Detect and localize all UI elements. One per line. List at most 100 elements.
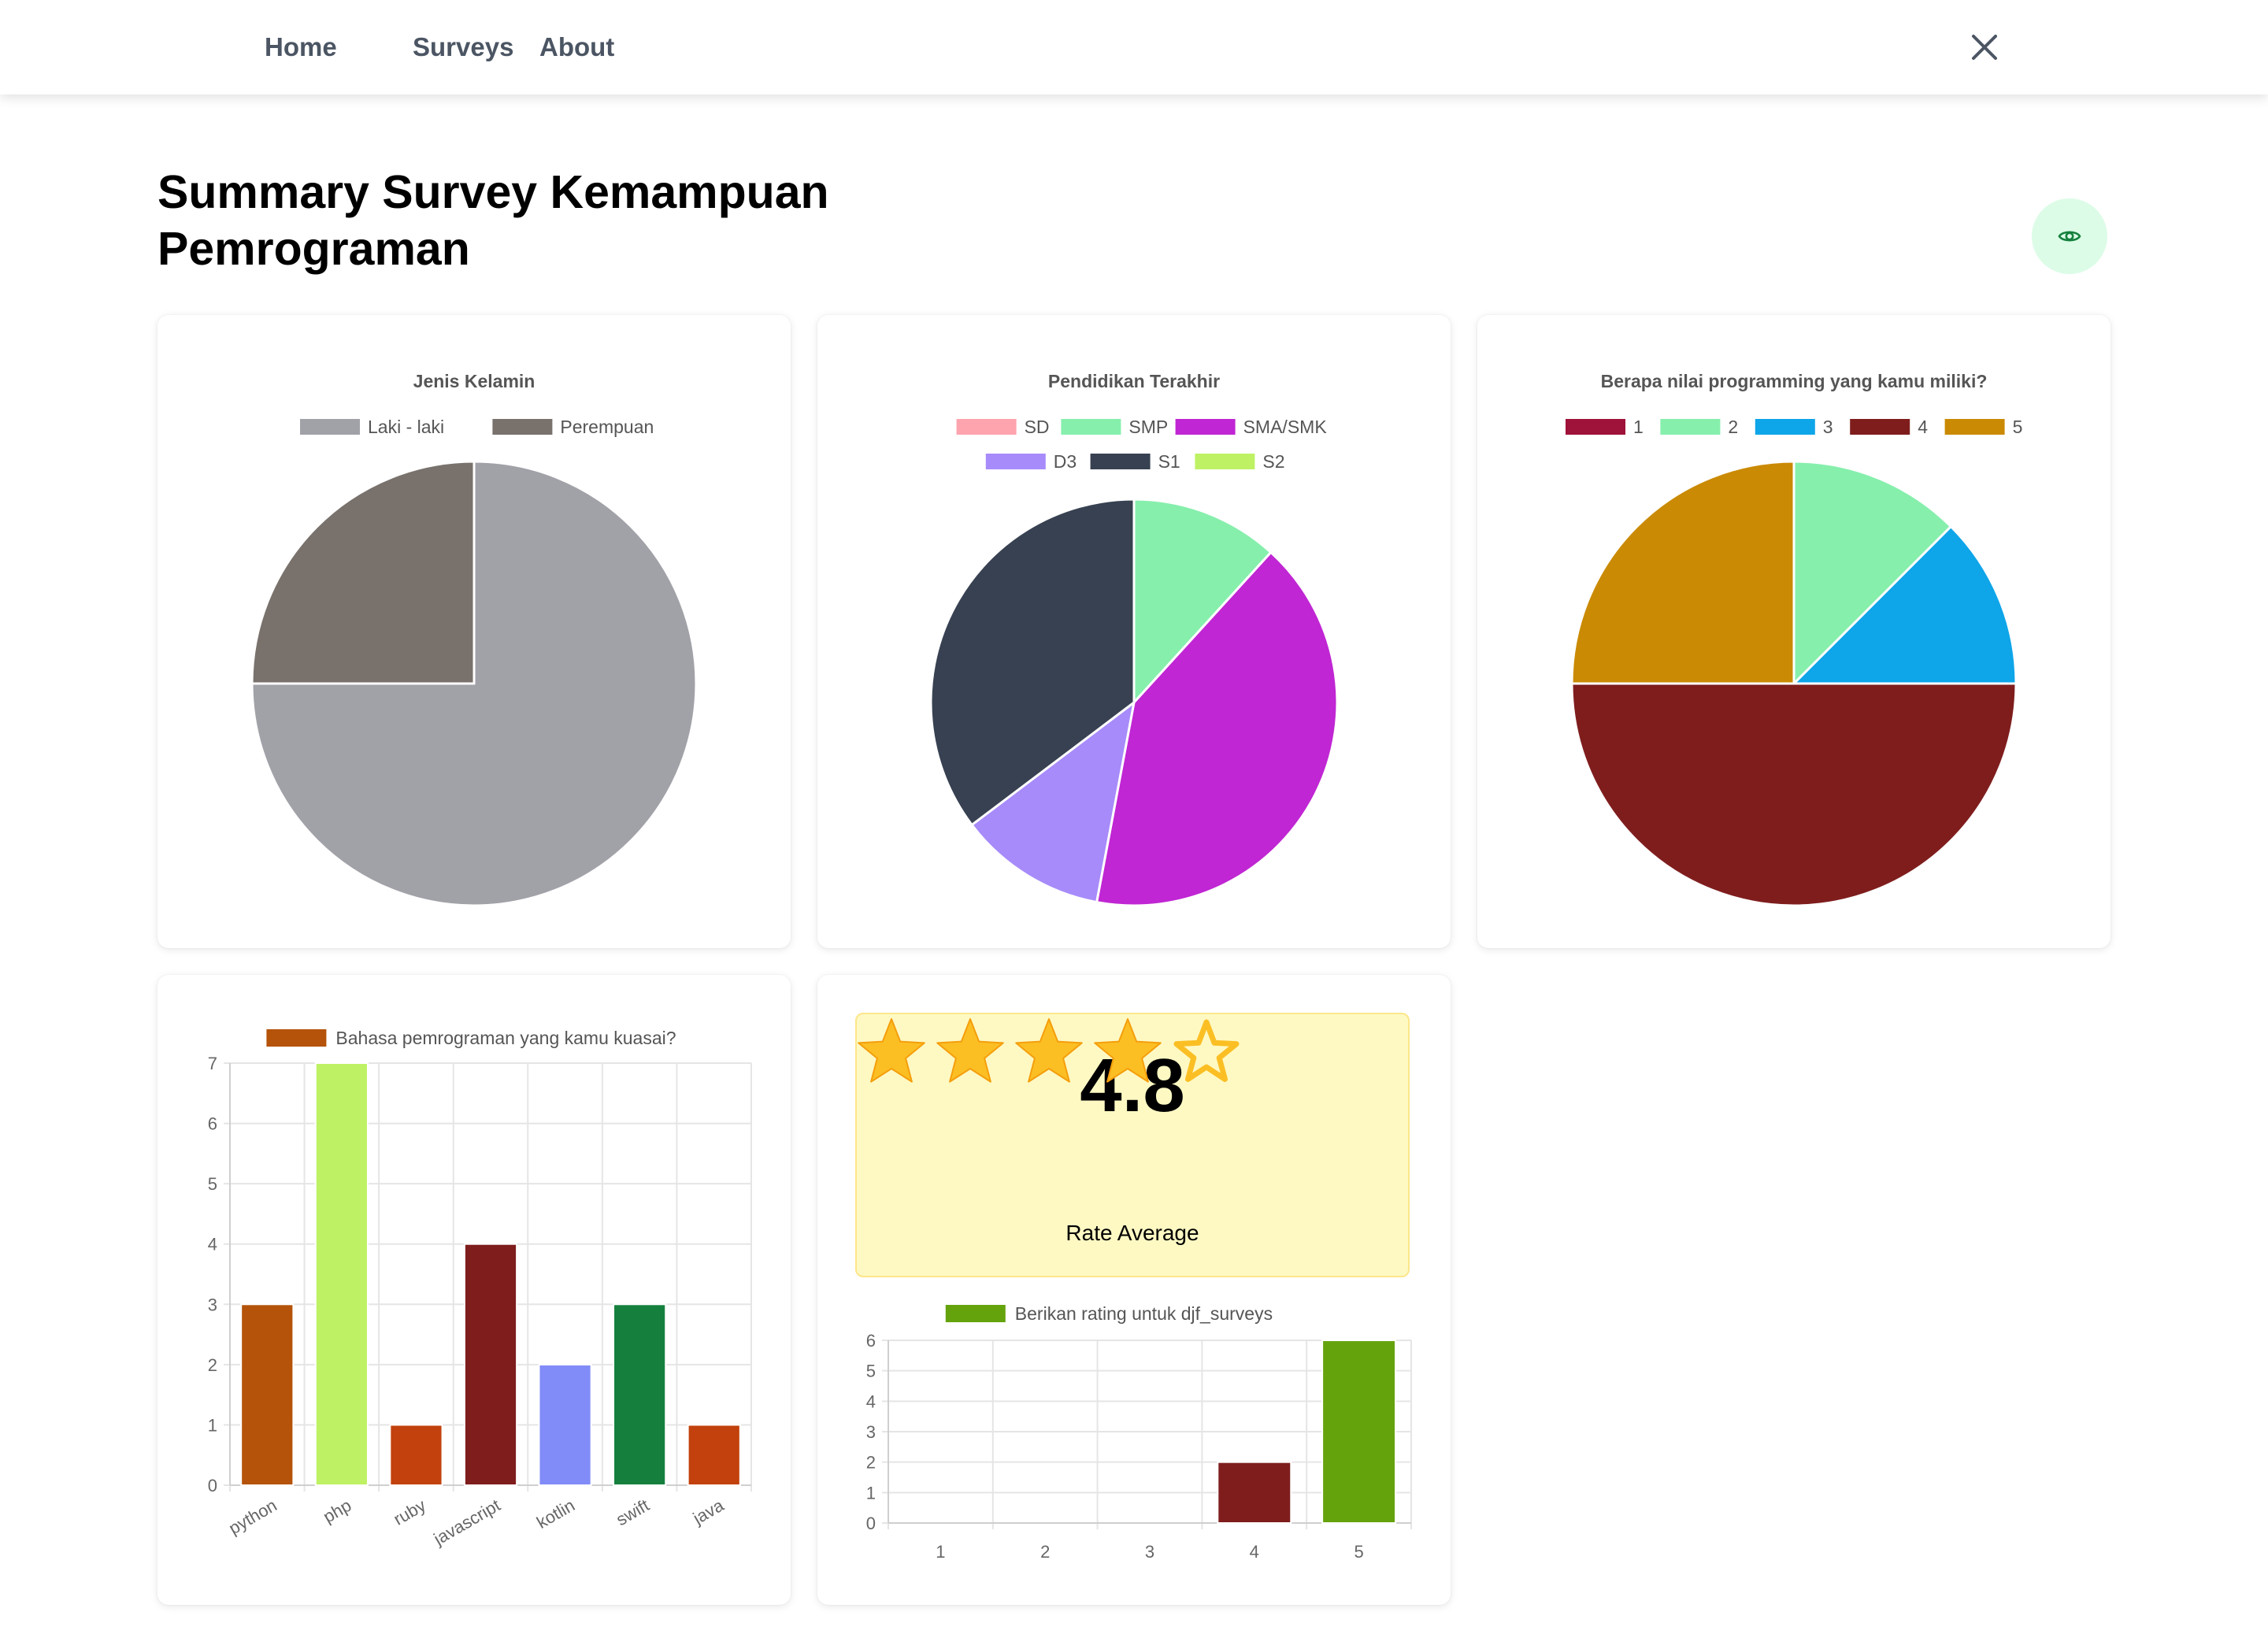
chart-card-gender: Jenis Kelamin Laki - laki Perempuan	[158, 315, 791, 948]
chart-card-programming-score: Berapa nilai programming yang kamu milik…	[1477, 315, 2110, 948]
bar-4	[1217, 1461, 1292, 1525]
legend-swatch-laki-laki	[300, 419, 360, 435]
bar-chart-languages: Bahasa pemrograman yang kamu kuasai? 0 1 2 3…	[208, 1028, 752, 1549]
legend-label-s2: S2	[1262, 451, 1284, 472]
pie-slice-sma-smk	[1095, 550, 1339, 907]
y-tick-label: 3	[208, 1295, 217, 1314]
legend-swatch-smp	[1061, 419, 1121, 435]
x-tick-label-1: 1	[936, 1542, 945, 1562]
legend-label-perempuan: Perempuan	[560, 417, 654, 437]
pie-slice-laki-laki	[250, 460, 698, 907]
star-filled-icon	[936, 1018, 1004, 1083]
navbar: Home Surveys About	[0, 0, 2268, 94]
legend-label-2: 2	[1728, 417, 1738, 437]
legend-label-smp: SMP	[1128, 417, 1168, 437]
x-tick-label-2: 2	[1040, 1542, 1050, 1562]
nav-surveys-link[interactable]: Surveys	[413, 32, 514, 61]
y-tick-label: 6	[208, 1114, 217, 1134]
pie-slice-smp	[1132, 498, 1273, 704]
page-title-line1: Summary Survey Kemampuan	[158, 166, 829, 218]
legend-swatch	[266, 1029, 327, 1047]
legend-swatch-perempuan	[492, 419, 553, 435]
y-tick-label: 3	[866, 1422, 876, 1442]
legend-label-1: 1	[1633, 417, 1644, 437]
y-tick-label: 2	[208, 1355, 217, 1375]
legend-swatch-2	[1660, 419, 1721, 435]
bar-swift	[613, 1303, 667, 1486]
legend-label-laki-laki: Laki - laki	[368, 417, 444, 437]
star-filled-icon	[858, 1018, 925, 1083]
legend-swatch-d3	[985, 454, 1046, 469]
legend-swatch-s1	[1090, 454, 1151, 469]
legend-label-d3: D3	[1054, 451, 1077, 472]
y-tick-label: 0	[866, 1514, 876, 1533]
x-tick-label-4: 4	[1250, 1542, 1259, 1562]
x-tick-label-php: php	[320, 1495, 354, 1527]
bar-ruby	[389, 1424, 443, 1487]
legend-label-sd: SD	[1025, 417, 1050, 437]
bar-php	[314, 1062, 369, 1486]
legend-swatch-1	[1566, 419, 1625, 435]
view-button[interactable]	[2032, 198, 2107, 274]
legend-swatch-3	[1755, 419, 1815, 435]
bar-5	[1321, 1340, 1397, 1524]
star-empty-icon	[1173, 1019, 1240, 1082]
bar-kotlin	[538, 1363, 592, 1486]
rating-summary: 4.8 Rate Average	[855, 1013, 1410, 1277]
y-tick-label: 4	[866, 1392, 876, 1411]
pie-chart-gender: Jenis Kelamin Laki - laki Perempuan	[250, 371, 698, 907]
legend-swatch-sma-smk	[1175, 419, 1236, 435]
pie-slice-5	[1570, 460, 1796, 685]
legend-label-3: 3	[1823, 417, 1833, 437]
legend-label-5: 5	[2013, 417, 2023, 437]
x-tick-label-3: 3	[1145, 1542, 1154, 1562]
bar-chart-rating: Berikan rating untuk djf_surveys 0 1 2 3 4 5 6 1…	[866, 1303, 1412, 1562]
chart-card-languages: Bahasa pemrograman yang kamu kuasai? 0 1 2 3…	[158, 975, 791, 1605]
legend-swatch-s2	[1195, 454, 1255, 469]
page-title: Summary Survey Kemampuan Pemrograman	[158, 164, 945, 277]
x-tick-label-kotlin: kotlin	[533, 1495, 578, 1532]
close-icon[interactable]	[1967, 30, 2002, 65]
y-tick-label: 2	[866, 1453, 876, 1473]
star-rating	[858, 1018, 1240, 1083]
legend-label-4: 4	[1918, 417, 1928, 437]
nav-about-link[interactable]: About	[539, 32, 615, 61]
pie-slice-s1	[929, 498, 1136, 826]
legend-swatch	[945, 1305, 1006, 1322]
pie-slice-3	[1792, 525, 2018, 685]
y-tick-label: 0	[208, 1476, 217, 1495]
chart-title: Pendidikan Terakhir	[1048, 371, 1220, 391]
pie-slice-perempuan	[250, 460, 476, 685]
rating-label: Rate Average	[1065, 1221, 1199, 1245]
legend-swatch-sd	[956, 419, 1017, 435]
chart-card-rating: 4.8 Rate Average Berikan rating untuk dj…	[817, 975, 1451, 1605]
x-tick-label-swift: swift	[613, 1495, 653, 1530]
bar-java	[687, 1424, 741, 1487]
y-tick-label: 1	[208, 1415, 217, 1435]
x-tick-label-5: 5	[1354, 1542, 1363, 1562]
page-title-line2: Pemrograman	[158, 223, 470, 275]
legend-label-sma-smk: SMA/SMK	[1243, 417, 1328, 437]
eye-icon	[2058, 231, 2081, 242]
x-tick-label-ruby: ruby	[390, 1495, 429, 1529]
chart-title: Berapa nilai programming yang kamu milik…	[1601, 371, 1988, 391]
legend-label: Berikan rating untuk djf_surveys	[1015, 1303, 1273, 1324]
legend-swatch-5	[1944, 419, 2005, 435]
legend-swatch-4	[1850, 419, 1910, 435]
nav-home-link[interactable]: Home	[265, 32, 337, 61]
legend-label: Bahasa pemrograman yang kamu kuasai?	[335, 1028, 676, 1048]
pie-slice-2	[1792, 460, 1952, 685]
star-filled-icon	[1015, 1018, 1083, 1083]
chart-card-education: Pendidikan Terakhir SD SMP SMA/SMK D3 S1 S2	[817, 315, 1451, 948]
y-tick-label: 4	[208, 1235, 217, 1254]
chart-title: Jenis Kelamin	[413, 371, 536, 391]
bar-python	[240, 1303, 295, 1486]
y-tick-label: 6	[866, 1331, 876, 1351]
pie-chart-education: Pendidikan Terakhir SD SMP SMA/SMK D3 S1 S2	[929, 371, 1339, 907]
pie-slice-4	[1570, 682, 2018, 907]
pie-chart-programming-score: Berapa nilai programming yang kamu milik…	[1566, 371, 2023, 907]
x-tick-label-java: java	[689, 1495, 728, 1529]
star-filled-icon	[1094, 1018, 1162, 1083]
x-tick-label-python: python	[225, 1495, 280, 1539]
y-tick-label: 5	[208, 1174, 217, 1194]
